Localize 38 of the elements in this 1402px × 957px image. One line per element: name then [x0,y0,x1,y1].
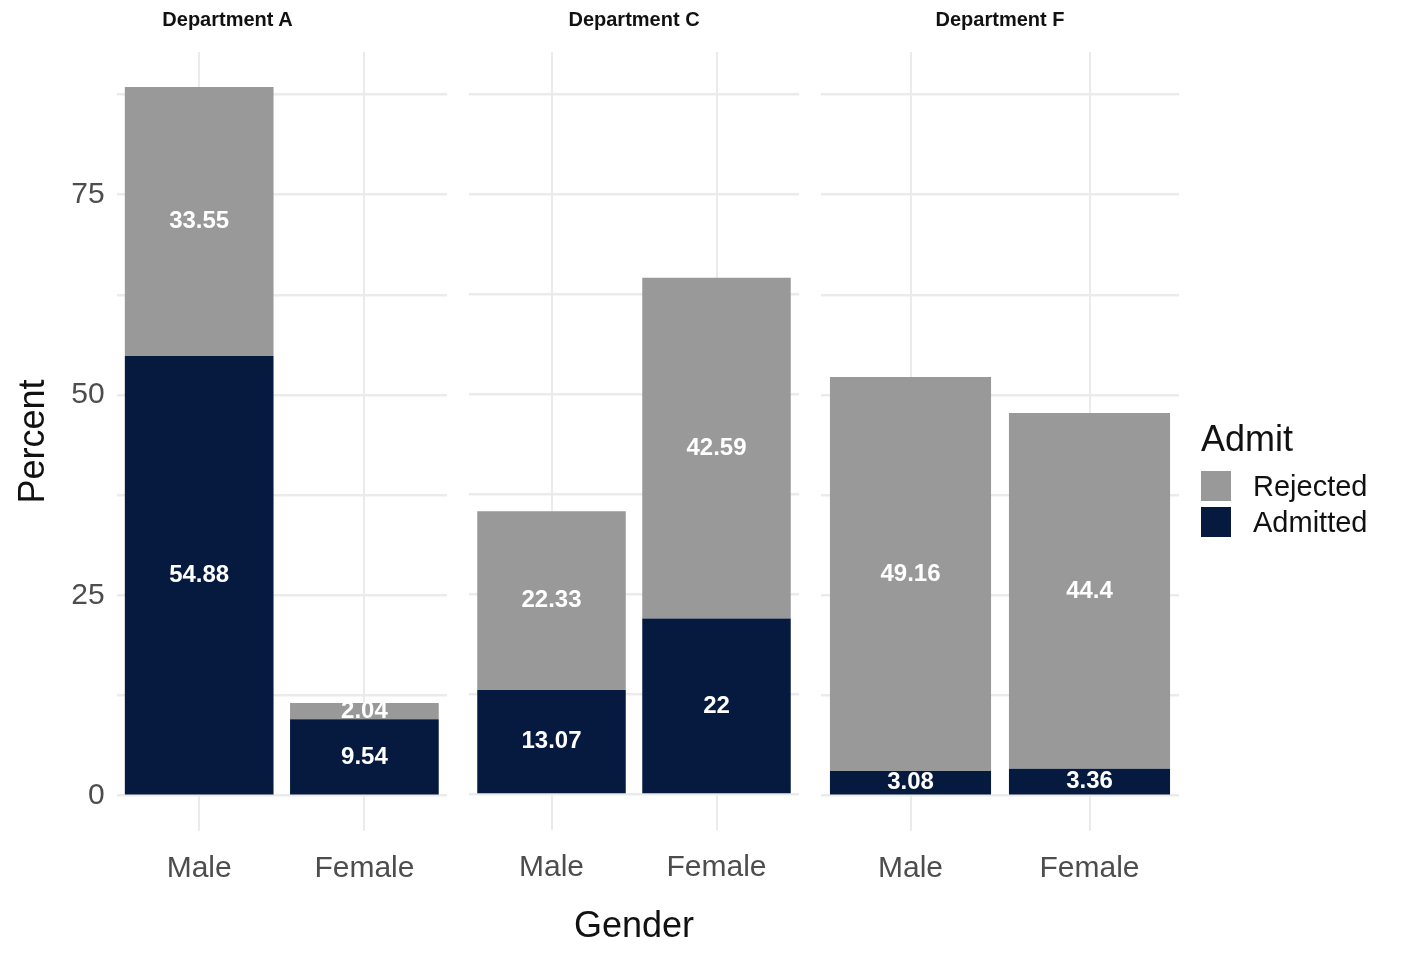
bar [642,618,791,794]
legend-label: Admitted [1253,504,1368,540]
bar [290,719,439,795]
chart-title: Department F [935,7,1065,30]
y-tick-label: 0 [87,777,105,810]
data-label: 33.55 [169,206,230,234]
y-axis-title: Percent [10,379,52,504]
legend-title: Admit [1201,417,1295,460]
bar [477,690,626,794]
bar [829,377,992,772]
data-label: 3.08 [887,767,934,795]
x-tick-label: Male [166,850,232,884]
legend-label: Rejected [1253,468,1368,504]
y-tick-label: 50 [71,376,105,410]
data-label: 54.88 [169,559,230,587]
data-label: 44.4 [1066,575,1114,603]
data-label: 22 [703,690,730,718]
chart-title: Department A [162,7,293,30]
x-tick-label: Female [666,849,767,883]
y-tick-label: 75 [71,175,105,209]
bar [124,87,274,356]
bar [1008,412,1171,769]
chart-title: Department C [568,7,700,30]
bar [124,355,274,795]
x-tick-label: Female [1039,850,1140,884]
data-label: 22.33 [521,585,582,613]
x-tick-label: Male [877,850,944,884]
x-tick-label: Male [518,849,585,883]
bar [642,277,791,619]
data-label: 13.07 [521,726,582,754]
data-label: 9.54 [341,741,389,769]
x-axis-title: Gender [573,904,695,946]
bar [477,511,626,690]
y-tick-label: 25 [71,576,105,610]
data-label: 42.59 [686,432,747,460]
data-label: 49.16 [880,558,941,586]
data-label: 3.36 [1066,766,1113,794]
x-tick-label: Female [314,850,415,884]
